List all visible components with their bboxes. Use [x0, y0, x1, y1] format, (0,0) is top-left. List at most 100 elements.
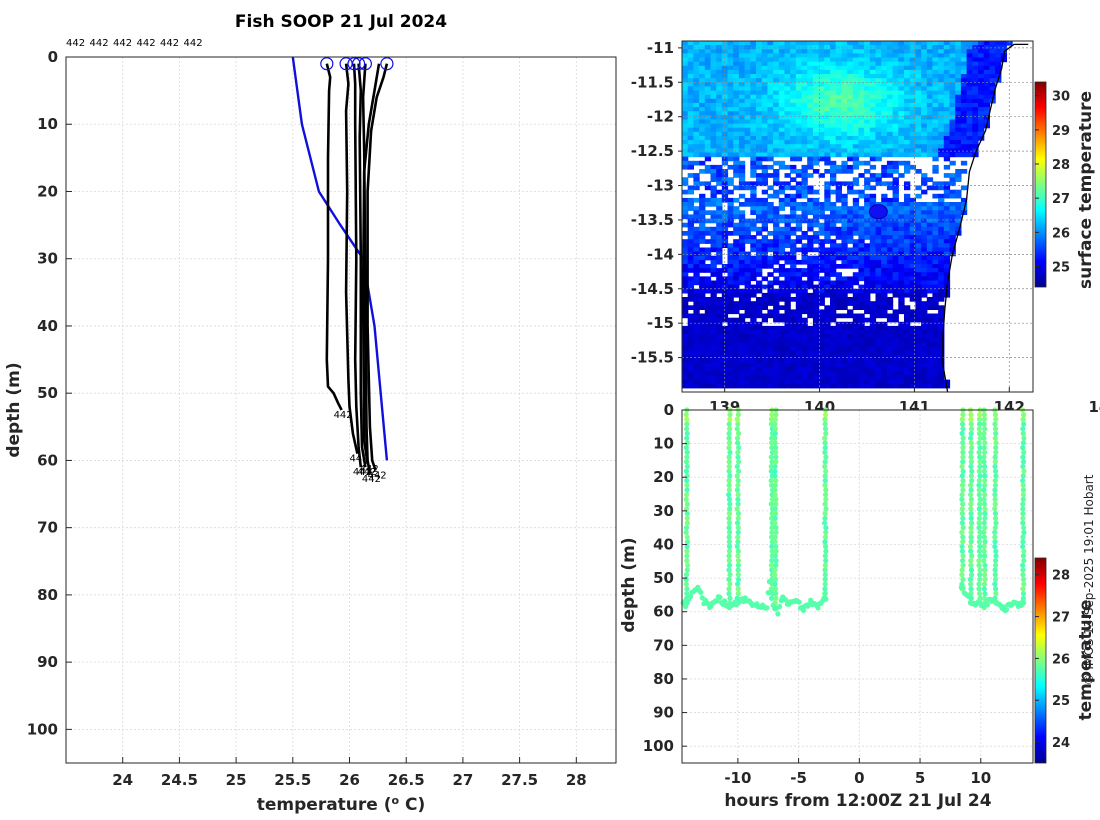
sst-pixel	[721, 342, 729, 348]
temperature-point	[960, 412, 966, 418]
sst-pixel	[909, 383, 916, 389]
sst-pixel	[733, 330, 740, 335]
temperature-point	[772, 534, 778, 540]
sst-pixel	[830, 173, 837, 178]
sst-pixel	[704, 317, 712, 323]
sst-pixel	[812, 82, 820, 87]
sst-pixel	[778, 350, 786, 356]
sst-pixel	[960, 94, 968, 100]
sst-pixel	[852, 86, 860, 92]
depth-time-y-tick-label: 100	[643, 737, 674, 755]
sst-pixel	[790, 57, 797, 63]
sst-pixel	[693, 334, 700, 339]
sst-pixel	[898, 301, 905, 306]
sst-pixel	[795, 57, 803, 63]
sst-pixel	[960, 140, 968, 145]
sst-pixel	[812, 255, 820, 261]
sst-pixel	[699, 342, 706, 348]
sst-pixel	[756, 264, 763, 269]
sst-pixel	[955, 210, 962, 215]
sst-pixel	[966, 98, 973, 104]
sst-pixel	[886, 74, 894, 79]
sst-pixel	[915, 268, 922, 273]
sst-pixel	[807, 268, 814, 273]
sst-pixel	[773, 359, 780, 364]
sst-pixel	[761, 383, 768, 389]
sst-pixel	[864, 264, 871, 269]
sst-pixel	[716, 259, 723, 265]
sst-pixel	[858, 371, 865, 377]
sst-pixel	[744, 90, 751, 96]
temperature-point	[684, 515, 690, 521]
sst-pixel	[704, 49, 712, 54]
sst-pixel	[978, 102, 985, 108]
sst-pixel	[921, 222, 928, 228]
sst-pixel	[801, 98, 808, 104]
sst-pixel	[949, 131, 956, 137]
sst-pixel	[881, 136, 888, 141]
temperature-point	[822, 510, 828, 517]
sst-pixel	[778, 235, 786, 240]
temperature-point	[976, 525, 982, 531]
sst-pixel	[915, 206, 922, 211]
sst-pixel	[756, 379, 763, 385]
sst-pixel	[738, 371, 746, 377]
sst-pixel	[727, 272, 734, 277]
sst-pixel	[864, 251, 871, 257]
sst-pixel	[773, 98, 780, 104]
sst-pixel	[978, 94, 985, 100]
temperature-point	[992, 412, 999, 418]
sst-pixel	[807, 280, 814, 286]
sst-pixel	[790, 164, 797, 170]
sst-pixel	[909, 239, 916, 244]
sst-pixel	[795, 276, 803, 282]
sst-pixel	[881, 346, 888, 352]
sst-pixel	[682, 140, 689, 145]
sst-pixel	[892, 218, 899, 224]
sst-pixel	[773, 288, 780, 294]
sst-pixel	[756, 152, 763, 158]
sst-pixel	[790, 354, 797, 360]
sst-pixel	[938, 140, 945, 145]
sst-pixel	[687, 61, 694, 67]
sst-pixel	[932, 181, 939, 187]
sst-pixel	[773, 363, 780, 368]
sst-pixel	[869, 74, 877, 79]
temperature-point	[1021, 421, 1027, 427]
temperature-point	[981, 496, 987, 502]
sst-pixel	[784, 49, 791, 54]
sst-pixel	[847, 45, 854, 50]
sst-pixel	[738, 152, 746, 158]
sst-pixel	[699, 90, 706, 96]
temperature-point	[823, 558, 829, 564]
sst-pixel	[886, 152, 894, 158]
profile-top-label: 442	[160, 38, 179, 49]
sst-pixel	[699, 359, 706, 364]
sst-pixel	[738, 136, 746, 141]
sst-pixel	[727, 189, 734, 195]
sst-pixel	[824, 69, 831, 75]
sst-pixel	[818, 69, 825, 75]
sst-pixel	[687, 152, 694, 158]
sst-pixel	[966, 69, 973, 75]
temperature-point	[772, 440, 778, 446]
sst-pixel	[830, 268, 837, 273]
sst-pixel	[790, 371, 797, 377]
sst-pixel	[869, 164, 877, 170]
sst-pixel	[784, 82, 791, 87]
sst-pixel	[943, 49, 951, 54]
sst-pixel	[710, 375, 717, 381]
temperature-point	[766, 579, 773, 585]
sst-pixel	[744, 107, 751, 112]
sst-pixel	[733, 65, 740, 71]
sst-pixel	[790, 69, 797, 75]
sst-pixel	[875, 325, 882, 331]
sst-pixel	[721, 189, 729, 195]
sst-pixel	[841, 61, 848, 67]
temperature-point	[960, 445, 966, 451]
sst-pixel	[915, 338, 922, 343]
sst-pixel	[756, 74, 763, 79]
sst-pixel	[989, 82, 996, 87]
temperature-point	[735, 412, 741, 418]
sst-pixel	[932, 251, 939, 257]
